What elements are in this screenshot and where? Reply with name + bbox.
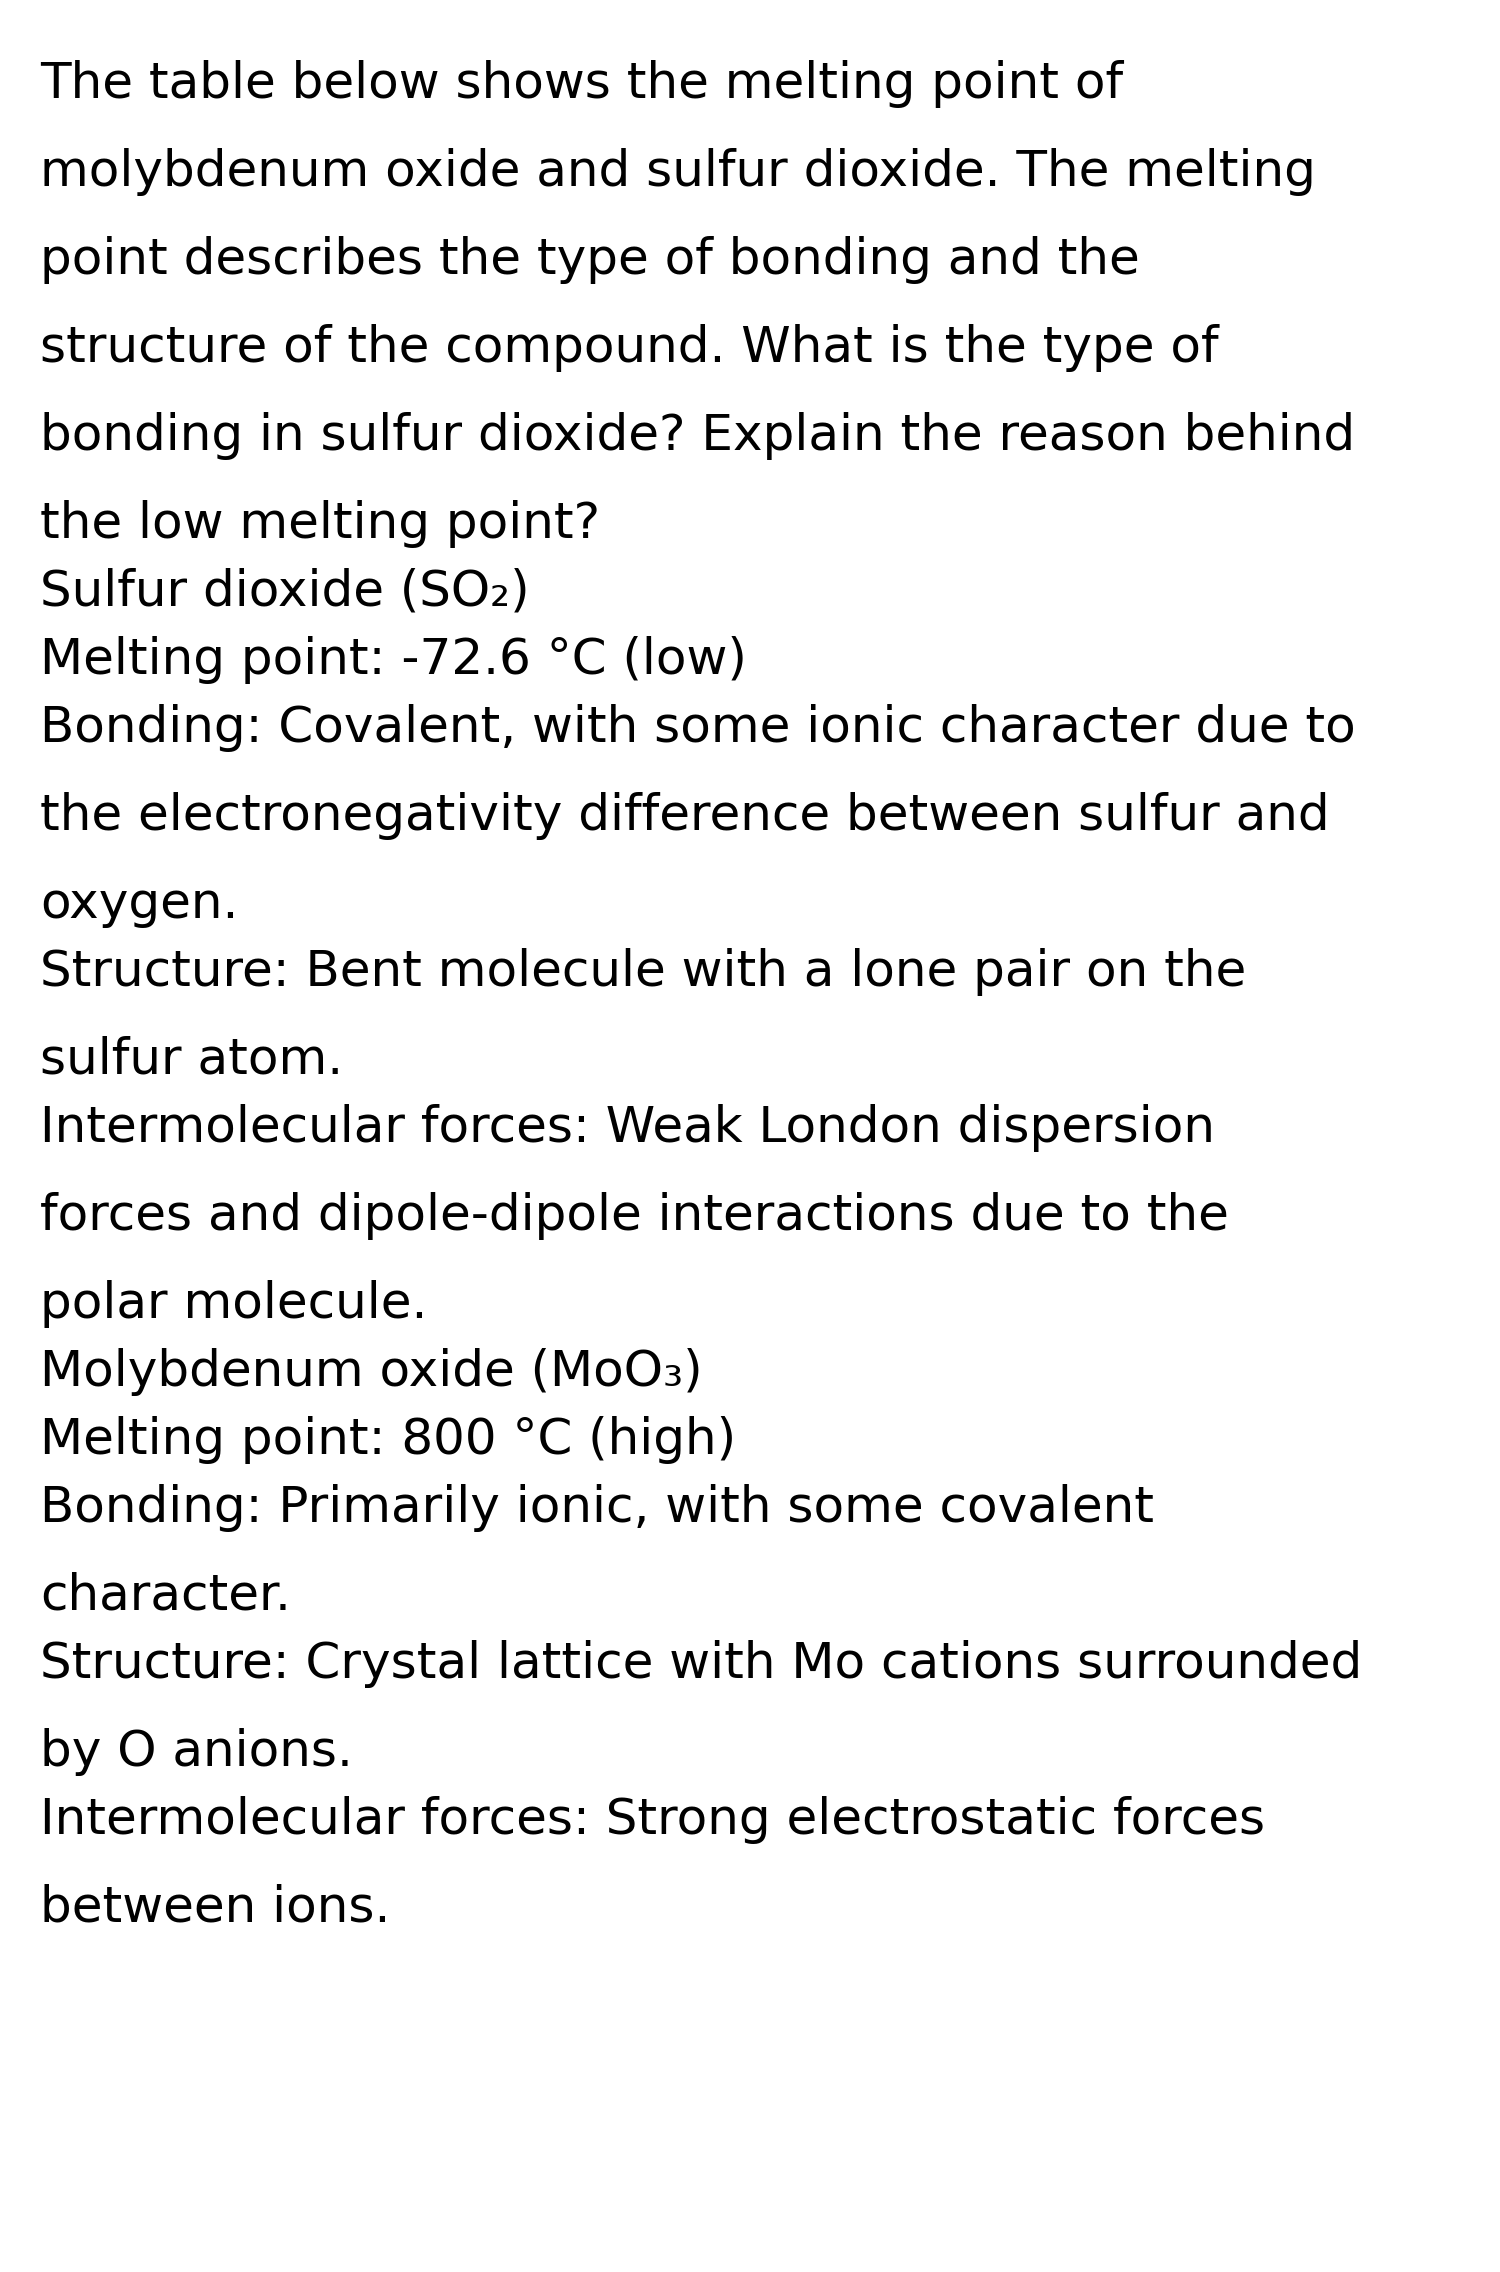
Text: between ions.: between ions. xyxy=(40,1883,390,1931)
Text: Melting point: -72.6 °C (low): Melting point: -72.6 °C (low) xyxy=(40,636,747,684)
Text: structure of the compound. What is the type of: structure of the compound. What is the t… xyxy=(40,325,1218,373)
Text: by O anions.: by O anions. xyxy=(40,1729,352,1777)
Text: character.: character. xyxy=(40,1572,291,1620)
Text: forces and dipole-dipole interactions due to the: forces and dipole-dipole interactions du… xyxy=(40,1193,1228,1241)
Text: Sulfur dioxide (SO₂): Sulfur dioxide (SO₂) xyxy=(40,568,530,616)
Text: polar molecule.: polar molecule. xyxy=(40,1279,427,1329)
Text: The table below shows the melting point of: The table below shows the melting point … xyxy=(40,59,1124,109)
Text: sulfur atom.: sulfur atom. xyxy=(40,1036,344,1084)
Text: Structure: Crystal lattice with Mo cations surrounded: Structure: Crystal lattice with Mo catio… xyxy=(40,1640,1362,1688)
Text: Melting point: 800 °C (high): Melting point: 800 °C (high) xyxy=(40,1415,736,1463)
Text: oxygen.: oxygen. xyxy=(40,879,238,927)
Text: the low melting point?: the low melting point? xyxy=(40,500,600,548)
Text: Molybdenum oxide (MoO₃): Molybdenum oxide (MoO₃) xyxy=(40,1347,702,1395)
Text: Structure: Bent molecule with a lone pair on the: Structure: Bent molecule with a lone pai… xyxy=(40,947,1246,995)
Text: point describes the type of bonding and the: point describes the type of bonding and … xyxy=(40,236,1140,284)
Text: Bonding: Primarily ionic, with some covalent: Bonding: Primarily ionic, with some cova… xyxy=(40,1484,1154,1531)
Text: bonding in sulfur dioxide? Explain the reason behind: bonding in sulfur dioxide? Explain the r… xyxy=(40,411,1354,459)
Text: Intermolecular forces: Strong electrostatic forces: Intermolecular forces: Strong electrosta… xyxy=(40,1795,1264,1845)
Text: Bonding: Covalent, with some ionic character due to: Bonding: Covalent, with some ionic chara… xyxy=(40,704,1356,752)
Text: the electronegativity difference between sulfur and: the electronegativity difference between… xyxy=(40,793,1329,841)
Text: Intermolecular forces: Weak London dispersion: Intermolecular forces: Weak London dispe… xyxy=(40,1104,1215,1152)
Text: molybdenum oxide and sulfur dioxide. The melting: molybdenum oxide and sulfur dioxide. The… xyxy=(40,148,1316,195)
